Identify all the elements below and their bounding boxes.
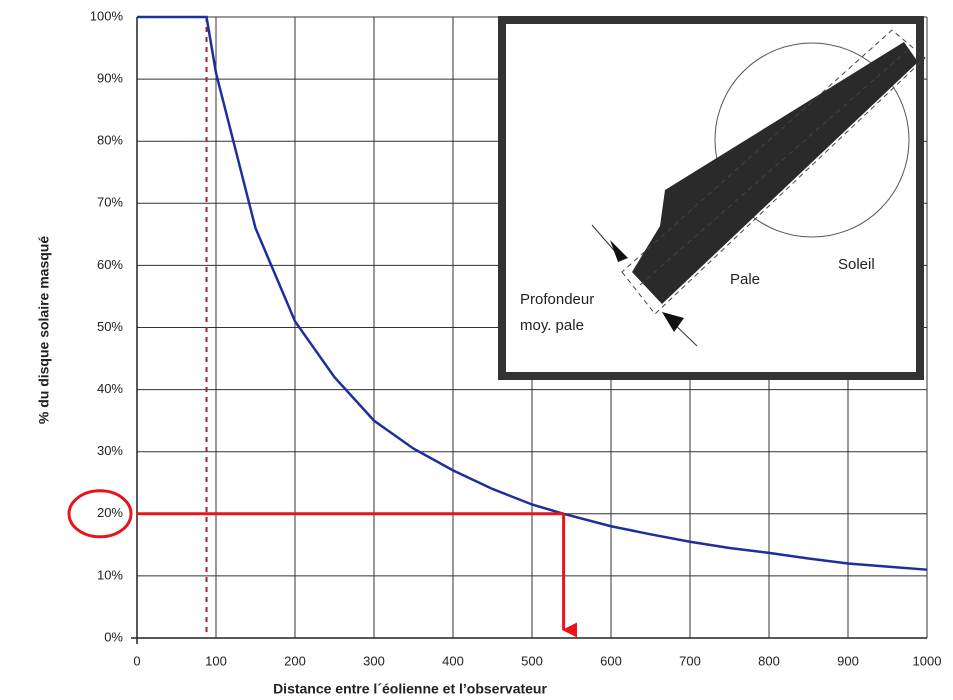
x-axis-label: Distance entre l´éolienne et l’observate… (273, 681, 547, 697)
inset-diagram: Profondeur moy. pale Pale Soleil (498, 16, 926, 380)
x-tick-label: 700 (679, 653, 701, 668)
x-tick-label: 600 (600, 653, 622, 668)
blade-outline (621, 29, 926, 315)
y-tick-label: 10% (97, 567, 123, 582)
x-tick-label: 1000 (913, 653, 942, 668)
x-tick-label: 0 (133, 653, 140, 668)
x-tick-label: 400 (442, 653, 464, 668)
arrow-head (610, 240, 628, 262)
y-tick-label: 80% (97, 133, 123, 148)
y-axis-label: % du disque solaire masqué (36, 236, 52, 424)
x-tick-label: 100 (205, 653, 227, 668)
sun (714, 42, 910, 238)
y-tick-label: 40% (97, 381, 123, 396)
x-tick-label: 800 (758, 653, 780, 668)
y-tick-label: 70% (97, 195, 123, 210)
blade (632, 42, 918, 304)
x-tick-label: 500 (521, 653, 543, 668)
blade-axis (639, 47, 911, 286)
annotation: Profondeur (520, 291, 594, 308)
y-tick-label: 100% (90, 8, 124, 23)
y-tick-label: 60% (97, 257, 123, 272)
highlight-circle (67, 489, 133, 539)
y-tick-label: 0% (104, 629, 123, 644)
x-tick-label: 200 (284, 653, 306, 668)
arrow-head (662, 312, 684, 332)
x-tick-label: 300 (363, 653, 385, 668)
annotation: moy. pale (520, 317, 584, 334)
y-tick-label: 90% (97, 71, 123, 86)
annotation: Pale (730, 271, 760, 288)
y-tick-label: 50% (97, 319, 123, 334)
data-line (137, 15, 928, 571)
y-tick-label: 30% (97, 443, 123, 458)
annotation: Soleil (838, 256, 875, 273)
y-tick-label: 20% (97, 505, 123, 520)
x-tick-label: 900 (837, 653, 859, 668)
